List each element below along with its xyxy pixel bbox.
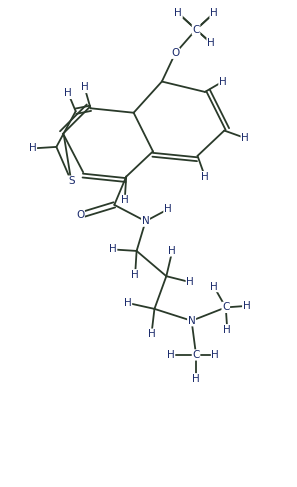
Text: C: C <box>222 302 230 312</box>
Text: N: N <box>188 316 195 326</box>
Text: H: H <box>164 205 172 214</box>
Text: H: H <box>124 298 132 308</box>
Text: H: H <box>109 244 117 254</box>
Text: H: H <box>131 270 139 280</box>
Text: C: C <box>192 24 200 35</box>
Text: H: H <box>29 143 37 153</box>
Text: H: H <box>174 8 182 18</box>
Text: S: S <box>68 176 75 186</box>
Text: H: H <box>186 277 194 287</box>
Text: H: H <box>148 329 155 339</box>
Text: H: H <box>243 301 250 311</box>
Text: H: H <box>241 133 249 143</box>
Text: H: H <box>168 246 176 256</box>
Text: H: H <box>167 350 175 360</box>
Text: H: H <box>64 89 72 98</box>
Text: H: H <box>219 76 227 87</box>
Text: N: N <box>142 216 149 226</box>
Text: H: H <box>201 171 209 182</box>
Text: H: H <box>223 325 231 335</box>
Text: H: H <box>192 374 200 384</box>
Text: H: H <box>207 38 215 48</box>
Text: O: O <box>76 210 84 220</box>
Text: H: H <box>210 281 218 292</box>
Text: H: H <box>121 195 129 206</box>
Text: O: O <box>171 48 179 58</box>
Text: H: H <box>81 82 89 93</box>
Text: C: C <box>192 350 200 360</box>
Text: H: H <box>210 8 218 18</box>
Text: H: H <box>211 350 219 360</box>
